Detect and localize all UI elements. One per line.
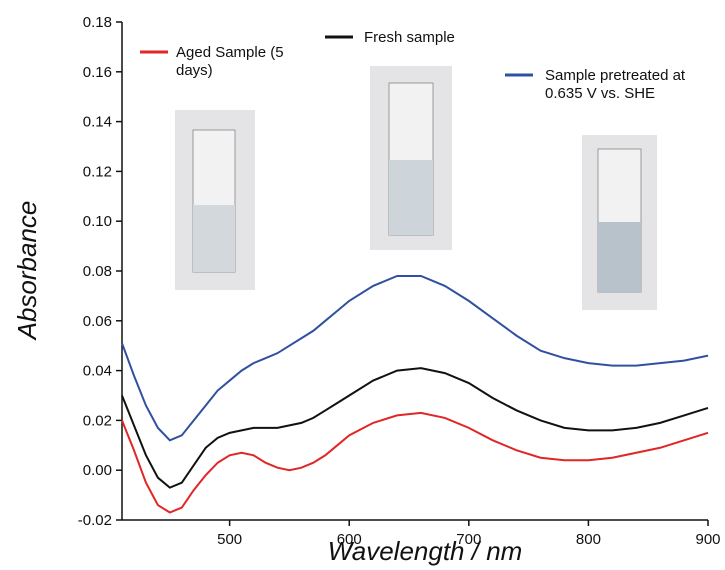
legend-label: Aged Sample (5 days) [176, 44, 284, 79]
x-tick-label: 700 [456, 531, 481, 548]
photo-film [598, 222, 641, 292]
y-tick-label: 0.00 [83, 462, 112, 479]
x-tick-label: 500 [217, 531, 242, 548]
legend-label: Sample pretreated at 0.635 V vs. SHE [545, 67, 686, 102]
y-tick-label: 0.02 [83, 412, 112, 429]
y-axis-title: Absorbance [12, 201, 42, 342]
y-tick-label: 0.10 [83, 213, 112, 230]
legend-label: Fresh sample [364, 29, 455, 46]
y-tick-label: 0.12 [83, 163, 112, 180]
x-tick-label: 900 [695, 531, 720, 548]
photo-film [389, 160, 433, 235]
y-tick-label: 0.04 [83, 363, 112, 380]
y-tick-label: 0.16 [83, 64, 112, 81]
series-line [121, 274, 709, 442]
y-tick-label: 0.14 [83, 114, 112, 131]
series-line [121, 411, 709, 514]
sample-photos [175, 66, 657, 310]
series-line [121, 367, 709, 489]
x-tick-label: 800 [576, 531, 601, 548]
x-tick-label: 600 [337, 531, 362, 548]
y-tick-label: 0.18 [83, 14, 112, 31]
y-tick-label: -0.02 [78, 512, 112, 529]
y-tick-label: 0.06 [83, 313, 112, 330]
photo-film [193, 205, 235, 272]
x-axis-title: Wavelength / nm [328, 536, 523, 566]
y-tick-label: 0.08 [83, 263, 112, 280]
